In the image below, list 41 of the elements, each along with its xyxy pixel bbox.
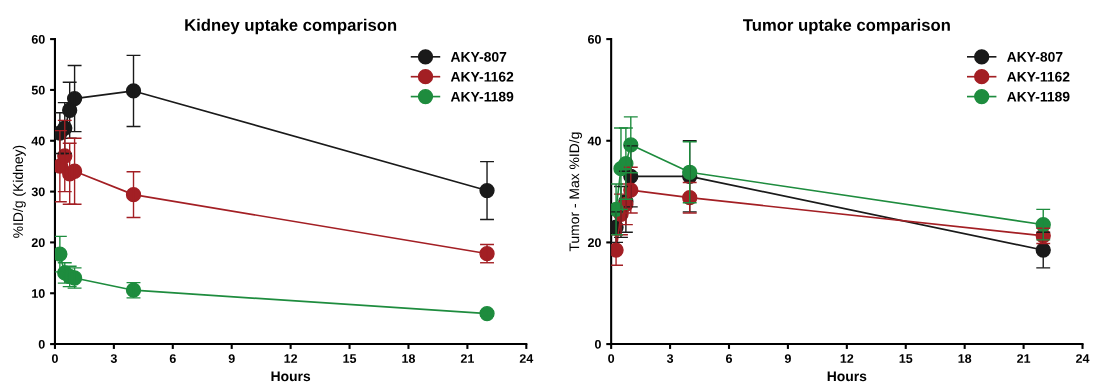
x-tick-label: 21 <box>460 354 474 363</box>
legend-label: AKY-807 <box>450 51 507 62</box>
x-tick-label: 21 <box>1017 354 1031 363</box>
y-tick-label: 20 <box>31 238 45 248</box>
x-tick-label: 18 <box>958 354 972 363</box>
y-tick-label: 40 <box>31 136 45 146</box>
x-tick-label: 9 <box>784 354 791 363</box>
x-tick-label: 9 <box>228 354 235 363</box>
chart-title: Tumor uptake comparison <box>743 18 950 35</box>
x-tick-label: 15 <box>899 354 913 363</box>
x-tick-label: 24 <box>519 354 534 363</box>
legend-label: AKY-1162 <box>1007 71 1070 82</box>
x-tick-label: 12 <box>840 354 854 363</box>
x-tick-label: 3 <box>666 354 674 363</box>
y-tick-label: 30 <box>31 187 45 197</box>
x-tick-label: 6 <box>169 354 176 363</box>
y-tick-label: 0 <box>594 339 601 349</box>
y-tick-label: 50 <box>31 85 45 95</box>
x-tick-label: 6 <box>725 354 733 363</box>
y-tick-label: 10 <box>32 289 45 298</box>
y-tick-label: 20 <box>587 238 601 248</box>
y-tick-label: 0 <box>38 339 45 349</box>
y-tick-label: 40 <box>587 136 601 146</box>
x-tick-label: 0 <box>608 354 615 363</box>
x-tick-label: 3 <box>110 354 117 363</box>
y-tick-label: 60 <box>31 34 45 44</box>
y-axis-title: %ID/g (Kidney) <box>12 145 26 238</box>
y-axis-title: Tumor - Max %ID/g <box>569 132 582 252</box>
x-axis-title: Hours <box>827 371 867 382</box>
x-tick-label: 24 <box>1076 354 1090 363</box>
x-tick-label: 12 <box>284 354 298 363</box>
x-tick-label: 0 <box>51 354 58 363</box>
legend-label: AKY-807 <box>1007 51 1063 62</box>
y-tick-label: 60 <box>587 34 601 44</box>
x-tick-label: 15 <box>343 354 357 363</box>
legend-label: AKY-1189 <box>450 91 514 102</box>
chart-title: Kidney uptake comparison <box>185 18 397 35</box>
legend-label: AKY-1162 <box>450 71 514 82</box>
x-tick-label: 18 <box>402 354 416 363</box>
legend-label: AKY-1189 <box>1007 91 1070 102</box>
x-axis-title: Hours <box>271 371 311 382</box>
